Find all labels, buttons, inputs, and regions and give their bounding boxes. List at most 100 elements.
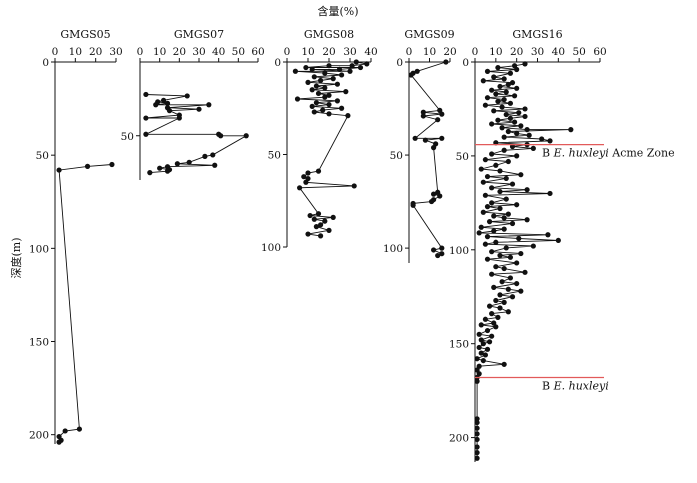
- data-point: [503, 111, 509, 118]
- data-point: [218, 133, 224, 139]
- x-tick-label: 40: [364, 46, 377, 58]
- data-point: [301, 174, 307, 180]
- data-point: [482, 157, 489, 163]
- data-point: [491, 108, 497, 114]
- data-point: [495, 65, 501, 71]
- data-point: [326, 92, 332, 98]
- data-point: [505, 286, 511, 292]
- data-point: [62, 428, 68, 434]
- data-point: [414, 68, 420, 74]
- data-point: [522, 106, 528, 112]
- data-point: [505, 158, 511, 165]
- data-point: [489, 185, 495, 191]
- x-tick-label: 0: [284, 46, 291, 58]
- data-point: [349, 63, 355, 69]
- data-point: [435, 117, 441, 123]
- data-point: [303, 64, 309, 71]
- data-point: [514, 85, 520, 91]
- data-point: [482, 352, 489, 358]
- data-point: [505, 309, 511, 315]
- data-point: [305, 170, 311, 176]
- data-point: [474, 436, 480, 443]
- data-point: [326, 63, 332, 69]
- data-point: [491, 74, 497, 80]
- data-point: [484, 204, 491, 210]
- data-point: [153, 102, 159, 108]
- data-point: [143, 131, 149, 137]
- data-point: [206, 102, 212, 108]
- data-point: [56, 439, 62, 445]
- data-point: [499, 104, 505, 110]
- data-point: [497, 188, 503, 195]
- data-point: [524, 187, 530, 193]
- data-point: [322, 218, 328, 224]
- data-point: [491, 228, 497, 234]
- data-point: [501, 147, 507, 153]
- data-point: [493, 91, 499, 97]
- data-point: [357, 64, 364, 71]
- data-point: [336, 66, 343, 72]
- data-point: [307, 212, 313, 219]
- data-point: [309, 87, 315, 93]
- data-point: [505, 211, 511, 217]
- data-point: [530, 145, 536, 151]
- data-point: [480, 341, 486, 347]
- data-point: [514, 260, 520, 266]
- data-point: [164, 168, 171, 174]
- data-point: [109, 161, 115, 168]
- data-point: [184, 93, 190, 99]
- data-point: [530, 243, 536, 249]
- data-point: [305, 231, 311, 237]
- data-point: [482, 102, 489, 108]
- data-point: [143, 91, 149, 98]
- y-tick-label: 0: [42, 57, 49, 69]
- data-point: [353, 59, 359, 65]
- x-axis-title: 含量(%): [317, 4, 358, 18]
- data-point: [482, 241, 489, 247]
- data-point: [501, 299, 507, 305]
- data-point: [545, 232, 551, 238]
- x-tick-label: 20: [322, 46, 335, 58]
- data-point: [322, 94, 328, 100]
- data-point: [489, 200, 495, 206]
- data-point: [305, 79, 311, 85]
- data-point: [484, 95, 491, 101]
- data-point: [309, 66, 315, 72]
- data-point: [518, 123, 524, 129]
- data-point: [315, 90, 322, 97]
- data-point: [311, 216, 317, 222]
- data-point: [339, 72, 345, 78]
- data-point: [56, 167, 62, 173]
- data-point: [484, 68, 491, 74]
- data-point: [547, 190, 553, 197]
- data-point: [474, 425, 480, 431]
- series-line: [410, 61, 447, 257]
- data-point: [505, 128, 511, 135]
- data-point: [493, 239, 499, 245]
- data-point: [507, 254, 514, 260]
- x-tick-label: 10: [423, 46, 436, 58]
- data-point: [474, 356, 480, 362]
- data-point: [486, 339, 493, 345]
- data-point: [478, 350, 484, 356]
- data-point: [351, 183, 357, 189]
- data-point: [505, 81, 511, 88]
- data-point: [514, 202, 520, 208]
- data-point: [514, 130, 520, 136]
- y-tick-label: 50: [390, 150, 403, 162]
- data-point: [497, 168, 503, 174]
- x-tick-label: 20: [510, 46, 523, 58]
- data-point: [422, 137, 428, 143]
- data-point: [157, 165, 163, 171]
- data-point: [186, 159, 192, 165]
- y-tick-label: 50: [36, 150, 49, 162]
- data-point: [318, 222, 324, 228]
- data-point: [493, 162, 499, 168]
- x-tick-label: 50: [232, 46, 245, 58]
- data-point: [196, 106, 202, 112]
- data-point: [482, 316, 489, 322]
- data-point: [495, 314, 501, 320]
- data-point: [555, 237, 561, 244]
- data-point: [309, 103, 315, 109]
